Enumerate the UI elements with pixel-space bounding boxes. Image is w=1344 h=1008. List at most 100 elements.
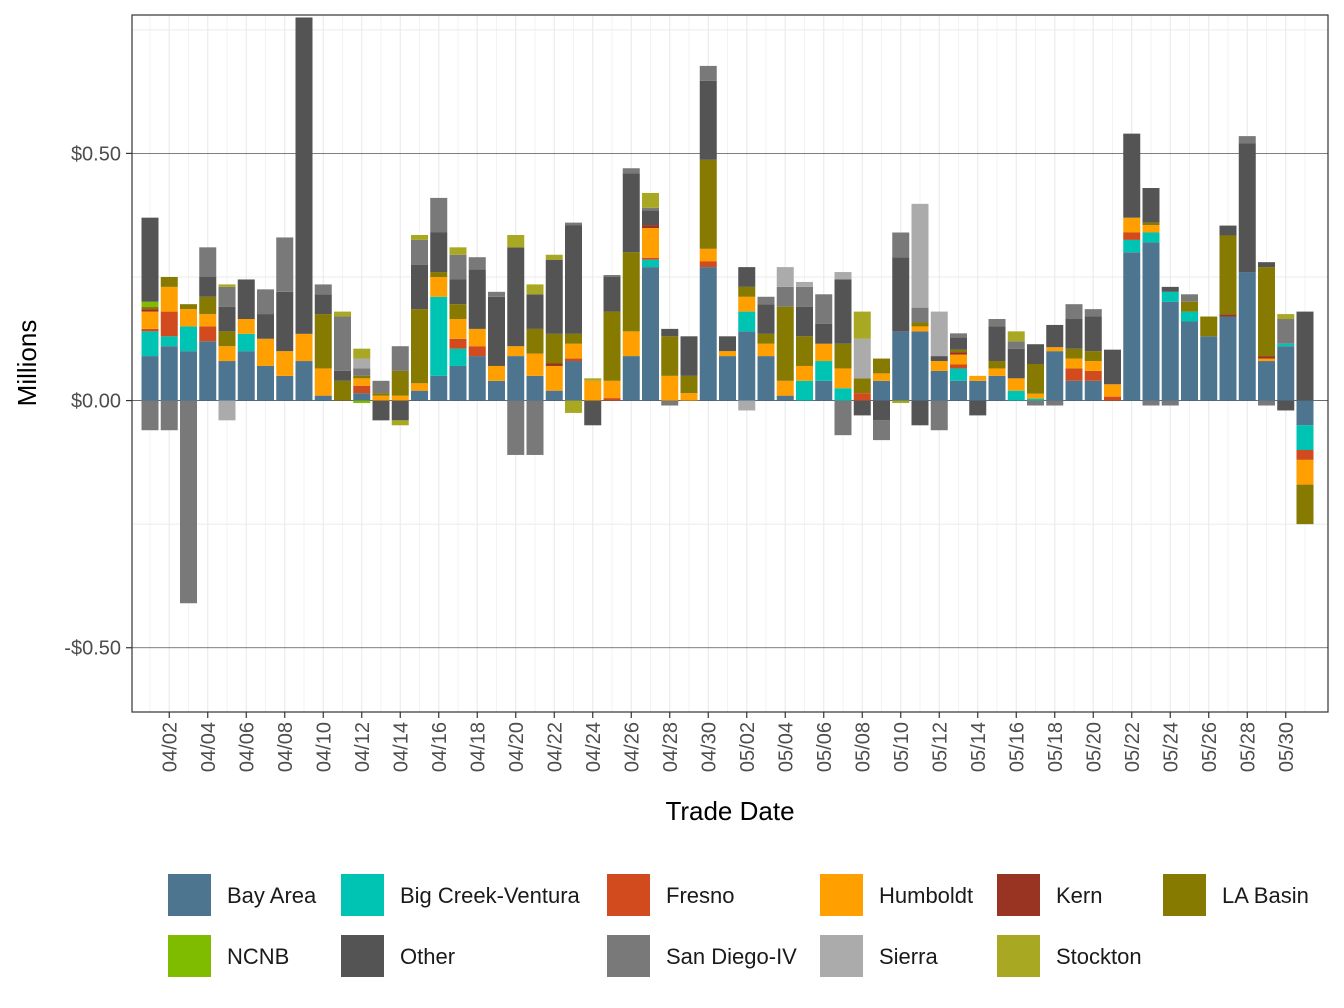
bar-segment-other-04-17 [449, 279, 467, 305]
bar-segment-san-diego-iv-04-12 [353, 368, 371, 376]
bar-segment-humboldt-05-11 [911, 326, 929, 332]
bar-segment-big-creek-ventura-04-03 [180, 326, 197, 352]
bar-segment-san-diego-iv-04-05 [218, 286, 236, 307]
bar-segment-san-diego-iv-04-02 [160, 400, 178, 431]
bar-segment-san-diego-iv-05-23 [1142, 400, 1160, 406]
bar-segment-san-diego-iv-05-05 [796, 286, 813, 307]
bar-segment-humboldt-05-22 [1123, 217, 1141, 233]
bar-segment-san-diego-iv-05-15 [988, 319, 1006, 327]
bar-segment-la-basin-04-03 [180, 304, 197, 310]
x-tick-label: 05/24 [1160, 722, 1182, 772]
x-tick-label: 04/06 [236, 722, 258, 772]
bar-segment-humboldt-04-25 [603, 380, 621, 399]
bar-segment-other-05-29 [1258, 262, 1275, 268]
bar-segment-bay-area-05-23 [1142, 242, 1160, 401]
bar-segment-sierra-05-07 [834, 272, 852, 280]
bar-segment-la-basin-05-29 [1258, 267, 1275, 357]
bar-segment-other-04-13 [372, 400, 390, 421]
legend-label-san-diego-iv: San Diego-IV [666, 944, 797, 969]
bar-segment-fresno-04-12 [353, 385, 371, 394]
x-tick-label: 05/28 [1237, 722, 1259, 772]
bar-segment-san-diego-iv-04-10 [314, 284, 332, 295]
bar-segment-san-diego-iv-05-13 [950, 333, 967, 338]
bar-segment-big-creek-ventura-04-02 [160, 336, 178, 347]
bar-segment-other-04-04 [199, 276, 217, 297]
bar-segment-la-basin-05-03 [757, 333, 775, 344]
x-tick-label: 05/22 [1122, 722, 1144, 772]
bar-segment-san-diego-iv-05-29 [1258, 400, 1275, 406]
bar-segment-san-diego-iv-04-07 [257, 289, 274, 315]
bar-segment-fresno-04-17 [449, 338, 467, 349]
bar-segment-bay-area-04-07 [257, 365, 274, 401]
bar-segment-la-basin-04-16 [430, 272, 448, 277]
x-tick-label: 04/18 [467, 722, 489, 772]
bar-segment-other-04-21 [526, 294, 544, 329]
x-tick-label: 05/10 [891, 722, 913, 772]
bar-segment-humboldt-05-06 [815, 343, 833, 362]
bar-segment-other-05-23 [1142, 188, 1160, 223]
bar-segment-la-basin-05-31 [1296, 484, 1314, 525]
bar-segment-fresno-04-27 [642, 257, 659, 260]
bar-segment-humboldt-05-09 [873, 373, 890, 381]
bar-segment-other-04-19 [488, 296, 505, 366]
legend-label-sierra: Sierra [879, 944, 938, 969]
bar-segment-big-creek-ventura-05-05 [796, 380, 813, 401]
bar-segment-kern-04-27 [642, 225, 659, 229]
bar-segment-san-diego-iv-05-28 [1238, 136, 1256, 144]
bar-segment-kern-05-29 [1258, 356, 1275, 359]
bar-segment-san-diego-iv-04-17 [449, 254, 467, 280]
bar-segment-other-04-08 [276, 291, 294, 352]
legend-key-fresno [607, 874, 650, 916]
bar-segment-humboldt-05-07 [834, 368, 852, 389]
bar-segment-bay-area-04-06 [237, 351, 255, 401]
bar-segment-bay-area-04-27 [642, 267, 659, 401]
x-tick-label: 05/08 [852, 722, 874, 772]
bar-segment-san-diego-iv-04-13 [372, 380, 390, 394]
x-tick-label: 04/22 [544, 722, 566, 772]
bar-segment-humboldt-05-04 [776, 380, 794, 396]
bar-segment-humboldt-04-13 [372, 395, 390, 401]
bar-segment-stockton-04-12 [353, 348, 371, 359]
bar-segment-humboldt-05-17 [1027, 393, 1044, 399]
bar-segment-big-creek-ventura-04-17 [449, 348, 467, 366]
bar-segment-fresno-04-23 [565, 358, 582, 362]
bar-segment-ncnb-04-12 [353, 400, 371, 404]
bar-segment-other-04-29 [680, 336, 698, 376]
bar-segment-fresno-04-18 [468, 346, 486, 357]
bar-segment-bay-area-05-26 [1200, 336, 1218, 401]
bar-segment-bay-area-05-29 [1258, 361, 1275, 401]
legend-label-big-creek-ventura: Big Creek-Ventura [400, 883, 581, 908]
bar-segment-bay-area-04-10 [314, 395, 332, 401]
bar-segment-stockton-05-10 [892, 400, 910, 404]
x-tick-label: 04/04 [198, 722, 220, 772]
bar-segment-la-basin-05-05 [796, 336, 813, 366]
bar-segment-humboldt-04-19 [488, 365, 505, 381]
bar-segment-la-basin-05-25 [1181, 301, 1198, 312]
bar-segment-humboldt-05-23 [1142, 225, 1160, 233]
bar-segment-bay-area-05-09 [873, 380, 890, 401]
bar-segment-la-basin-04-14 [391, 370, 409, 396]
legend-key-kern [997, 874, 1040, 916]
bar-segment-humboldt-05-31 [1296, 459, 1314, 485]
bar-segment-humboldt-04-03 [180, 309, 197, 327]
bar-segment-la-basin-05-13 [950, 349, 967, 353]
bar-segment-other-05-24 [1161, 286, 1179, 292]
bar-segment-san-diego-iv-05-19 [1065, 304, 1083, 320]
bar-segment-san-diego-iv-04-16 [430, 197, 448, 233]
bar-segment-other-04-25 [603, 276, 621, 312]
bar-segment-big-creek-ventura-04-06 [237, 333, 255, 352]
bar-segment-humboldt-04-16 [430, 276, 448, 297]
bar-segment-sierra-05-08 [853, 338, 871, 379]
bar-segment-stockton-04-17 [449, 247, 467, 255]
bar-segment-la-basin-04-21 [526, 328, 544, 354]
plot-border [131, 14, 1329, 713]
bar-segment-other-05-19 [1065, 319, 1083, 349]
legend-key-big-creek-ventura [341, 874, 384, 916]
bar-segment-san-diego-iv-05-11 [911, 307, 929, 323]
bar-segment-other-04-14 [391, 400, 409, 421]
bar-segment-la-basin-04-25 [603, 311, 621, 381]
bar-segment-fresno-05-22 [1123, 232, 1141, 240]
bar-segment-stockton-04-27 [642, 192, 659, 208]
bar-segment-bay-area-04-04 [199, 341, 217, 401]
